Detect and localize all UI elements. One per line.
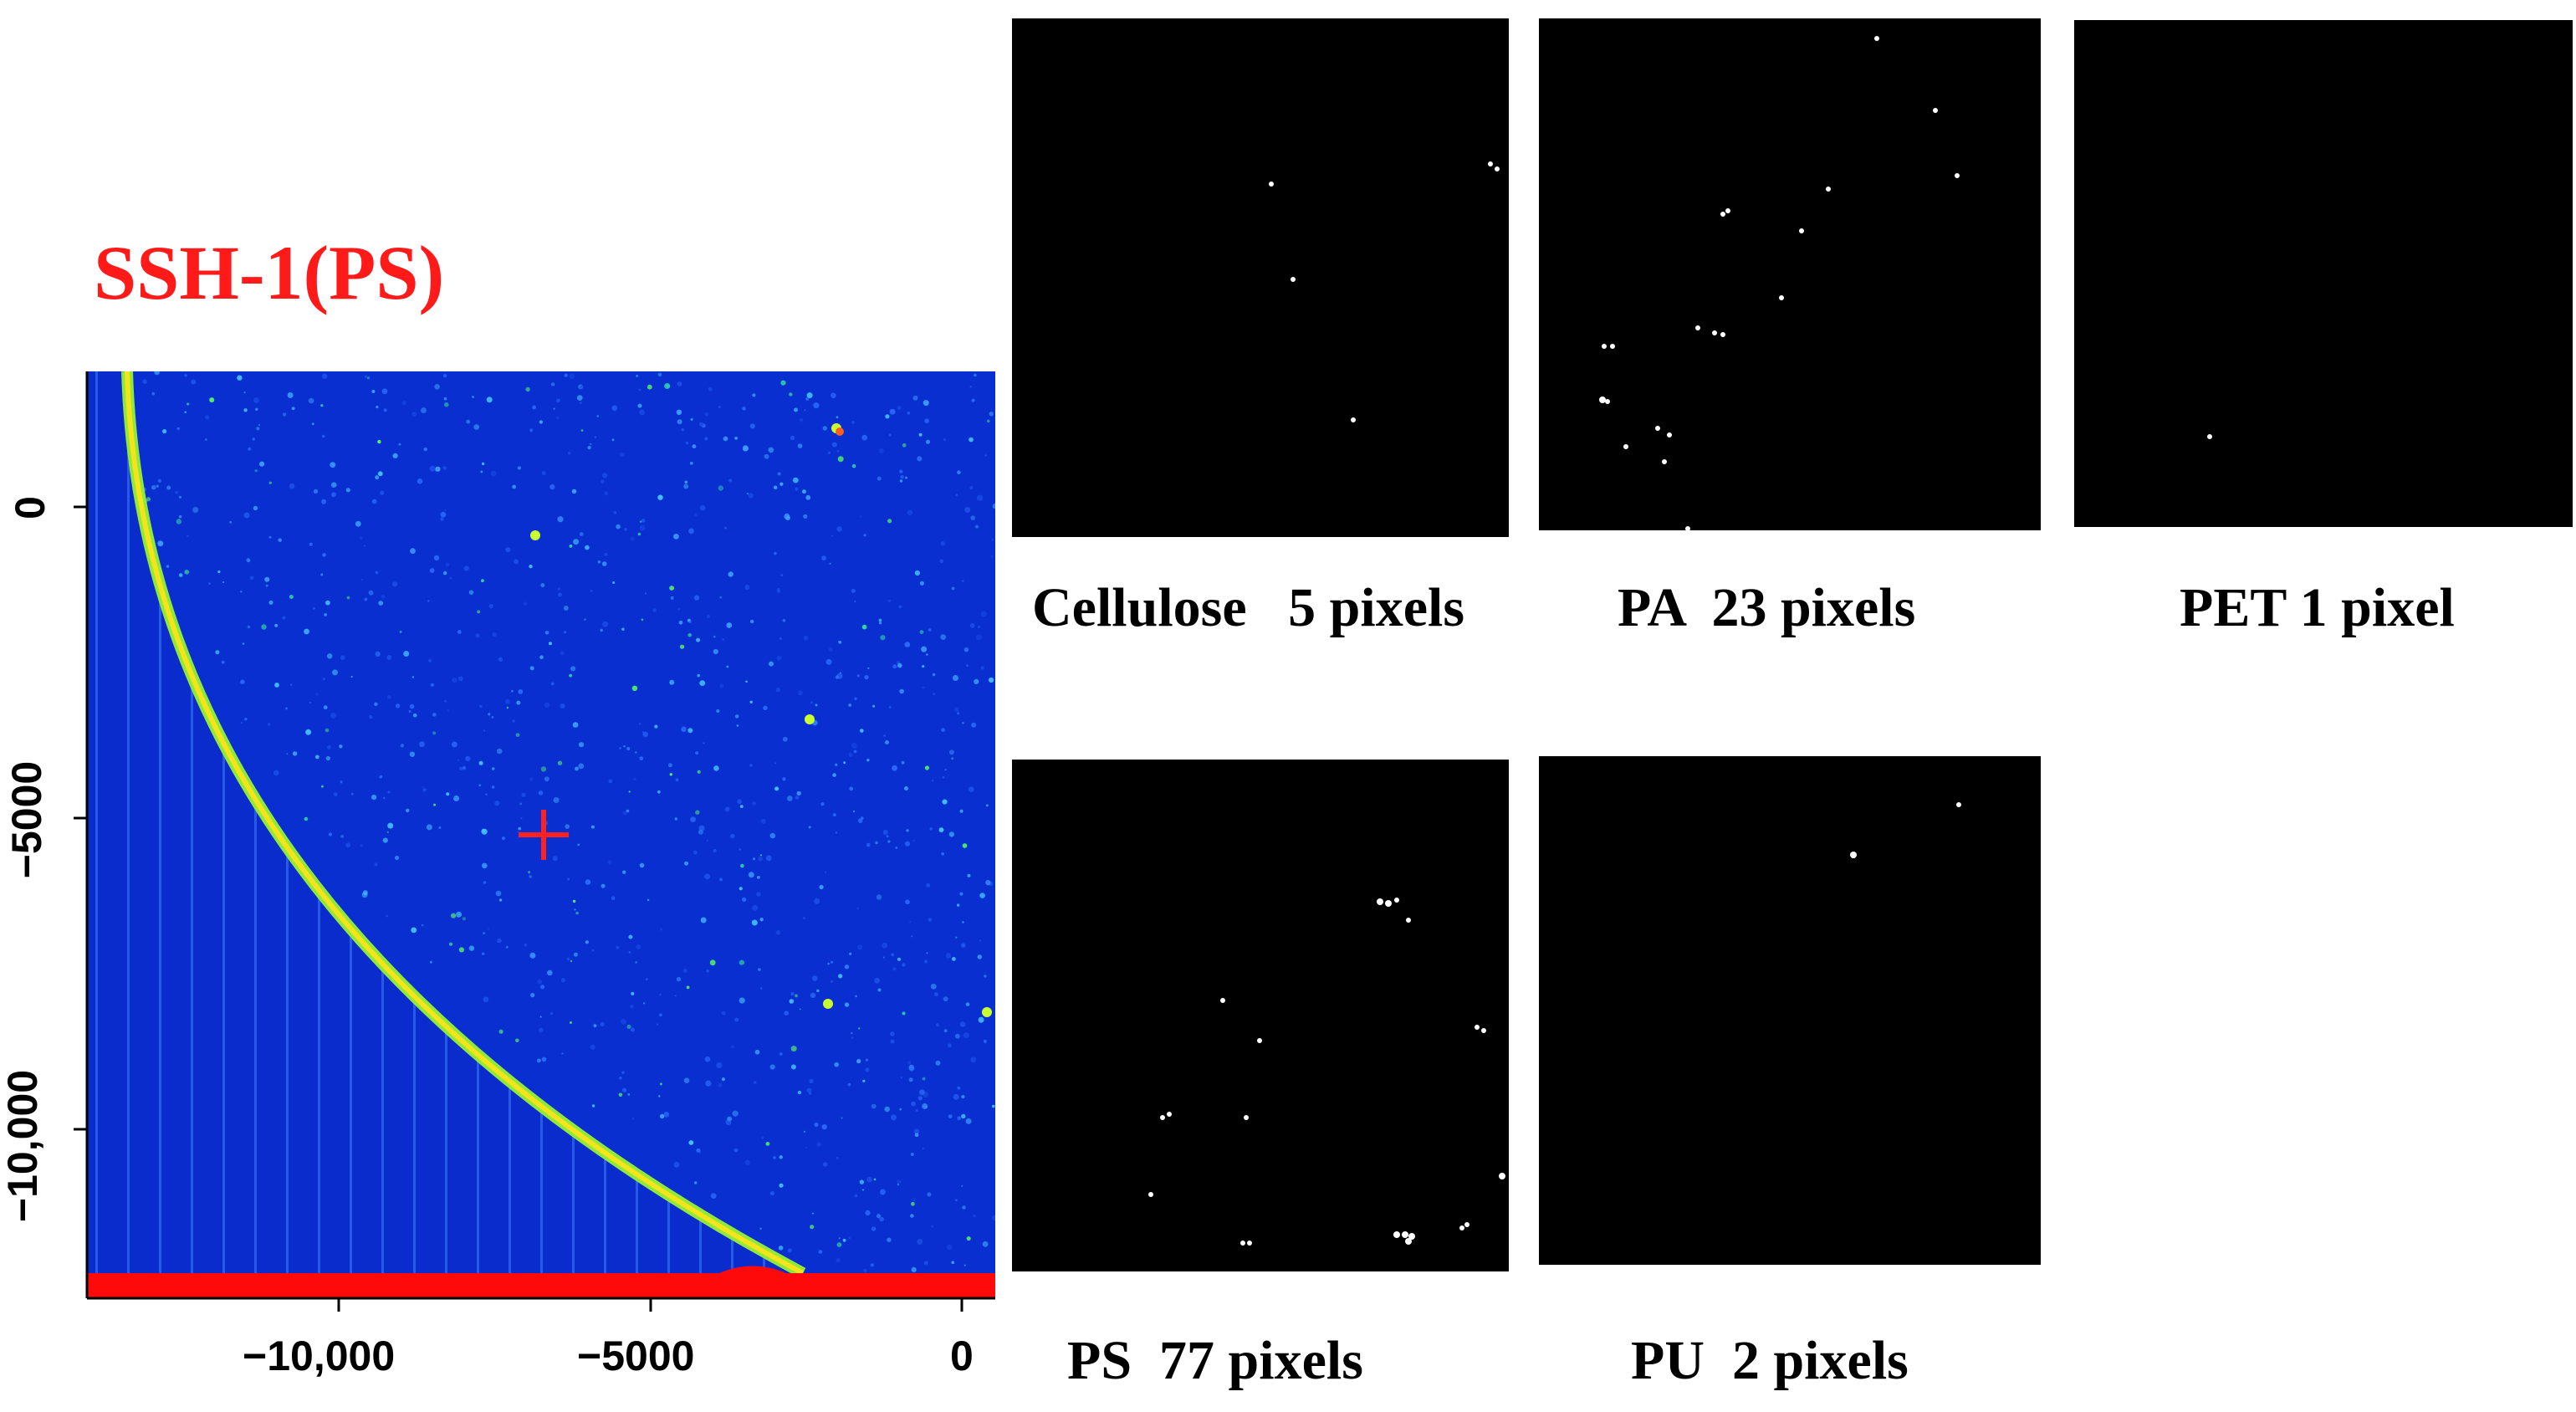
y-tick-0: 0: [6, 496, 54, 519]
chemical-map: [74, 371, 995, 1312]
caption-pu: PU 2 pixels: [1631, 1330, 1909, 1391]
panel-cellulose: [1012, 18, 1509, 537]
x-tick-2: 0: [950, 1333, 974, 1379]
panel-pu: [1539, 756, 2041, 1265]
speckle-layer: [141, 371, 995, 1272]
x-tick-1: −5000: [577, 1333, 695, 1379]
caption-pa: PA 23 pixels: [1618, 577, 1916, 638]
caption-ps: PS 77 pixels: [1067, 1330, 1363, 1391]
y-tick-1: −5000: [3, 760, 51, 879]
cross-marker: [519, 810, 569, 860]
filter-edge-core: [125, 371, 805, 1276]
x-tick-0: −10,000: [243, 1333, 396, 1379]
caption-pet: PET 1 pixel: [2180, 577, 2455, 638]
outside-region: [87, 371, 803, 1276]
caption-cellulose: Cellulose 5 pixels: [1032, 577, 1465, 638]
panel-ps: [1012, 760, 1509, 1271]
panel-pet: [2074, 20, 2573, 527]
red-strip: [87, 1273, 995, 1298]
panel-pa: [1539, 18, 2041, 530]
figure-title: SSH-1(PS): [94, 230, 445, 315]
y-tick-2: −10,000: [0, 1069, 47, 1223]
